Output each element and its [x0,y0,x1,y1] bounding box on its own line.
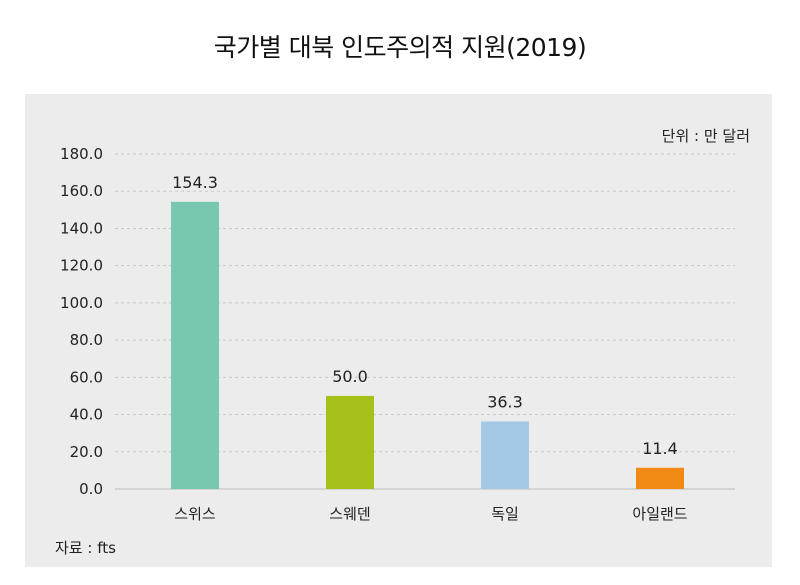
bar [481,421,529,489]
x-tick-label: 스위스 [174,505,216,523]
bar [636,467,684,489]
data-label: 154.3 [172,173,218,192]
x-tick-label: 아일랜드 [632,505,687,523]
y-tick-label: 140.0 [60,219,103,237]
data-label: 50.0 [332,367,368,386]
y-tick-label: 180.0 [60,145,103,163]
unit-label: 단위 : 만 달러 [661,127,750,145]
source-label: 자료 : fts [55,539,116,557]
y-tick-label: 160.0 [60,182,103,200]
chart-title: 국가별 대북 인도주의적 지원(2019) [213,33,587,62]
data-label: 36.3 [487,392,523,411]
bar [326,395,374,489]
y-tick-label: 20.0 [70,443,103,461]
x-tick-label: 스웨덴 [329,505,370,523]
y-tick-label: 80.0 [70,331,103,349]
y-tick-label: 40.0 [70,406,103,424]
bar [171,201,219,489]
y-tick-label: 120.0 [60,257,103,275]
y-tick-label: 100.0 [60,294,103,312]
y-tick-label: 0.0 [79,480,103,498]
data-label: 11.4 [642,439,678,458]
y-tick-label: 60.0 [70,368,103,386]
x-tick-label: 독일 [491,505,519,523]
